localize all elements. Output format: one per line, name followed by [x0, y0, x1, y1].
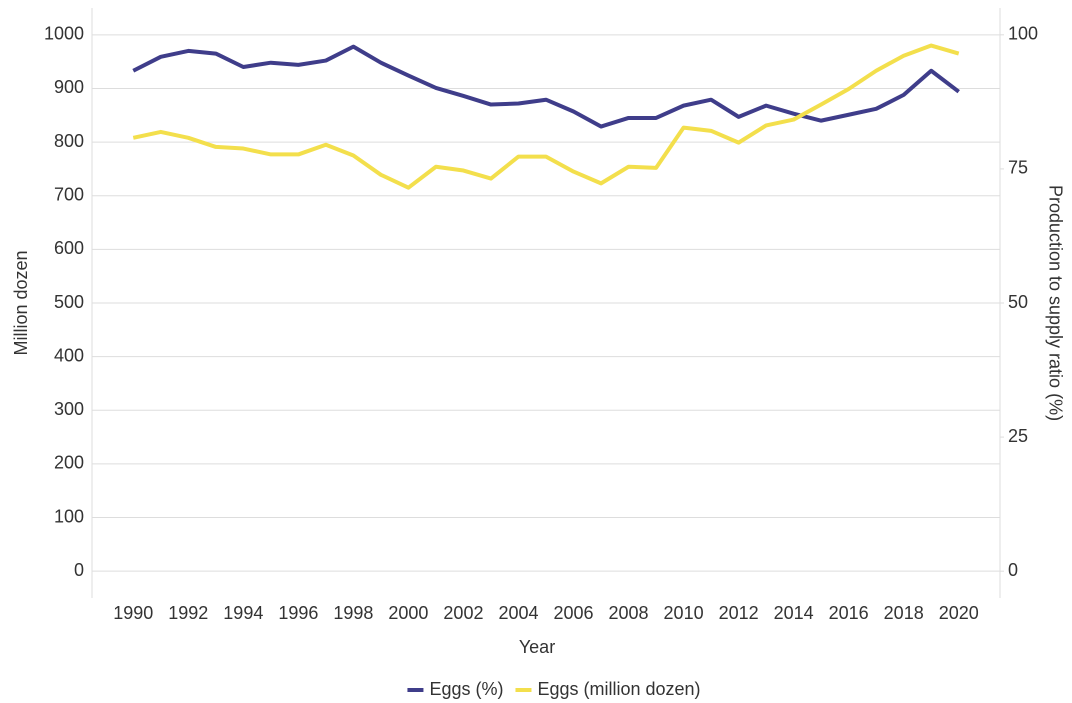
- y2-tick-label: 100: [1008, 24, 1038, 44]
- y-tick-label: 500: [54, 292, 84, 312]
- y-tick-label: 900: [54, 77, 84, 97]
- x-tick-label: 1990: [113, 603, 153, 623]
- y-tick-label: 1000: [44, 24, 84, 44]
- y2-tick-label: 50: [1008, 292, 1028, 312]
- x-tick-label: 2018: [884, 603, 924, 623]
- x-tick-label: 1992: [168, 603, 208, 623]
- y-tick-label: 0: [74, 560, 84, 580]
- x-tick-label: 1998: [333, 603, 373, 623]
- line: [132, 44, 960, 129]
- y-axis-label: Million dozen: [11, 250, 31, 355]
- y-tick-label: 700: [54, 184, 84, 204]
- x-tick-label: 2002: [443, 603, 483, 623]
- y-tick-label: 100: [54, 506, 84, 526]
- x-tick-label: 2006: [553, 603, 593, 623]
- y-tick-label: 300: [54, 399, 84, 419]
- x-tick-label: 1996: [278, 603, 318, 623]
- y-tick-label: 600: [54, 238, 84, 258]
- legend-label: Eggs (million dozen): [537, 679, 700, 699]
- y-tick-label: 400: [54, 345, 84, 365]
- x-tick-label: 2000: [388, 603, 428, 623]
- line: [132, 43, 960, 190]
- x-tick-label: 2016: [829, 603, 869, 623]
- x-tick-label: 2008: [609, 603, 649, 623]
- y2-tick-label: 0: [1008, 560, 1018, 580]
- y-tick-label: 200: [54, 453, 84, 473]
- x-tick-label: 2014: [774, 603, 814, 623]
- x-tick-label: 2020: [939, 603, 979, 623]
- y2-tick-label: 25: [1008, 426, 1028, 446]
- legend-label: Eggs (%): [429, 679, 503, 699]
- y-tick-label: 800: [54, 131, 84, 151]
- y2-axis-label: Production to supply ratio (%): [1045, 185, 1065, 421]
- y2-tick-label: 75: [1008, 158, 1028, 178]
- x-axis-label: Year: [519, 637, 555, 657]
- x-tick-label: 1994: [223, 603, 263, 623]
- x-tick-label: 2010: [664, 603, 704, 623]
- x-tick-label: 2012: [719, 603, 759, 623]
- x-tick-label: 2004: [498, 603, 538, 623]
